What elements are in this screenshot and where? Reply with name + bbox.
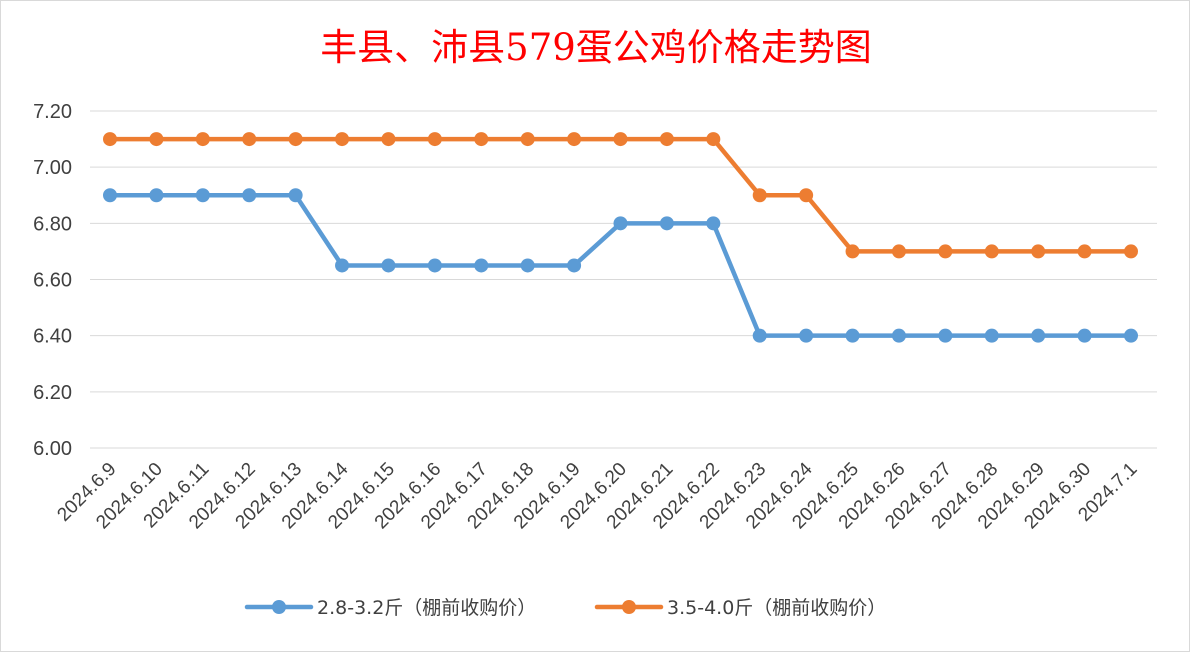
data-point	[474, 132, 489, 147]
y-axis-tick-labels: 6.00 6.20 6.40 6.60 6.80 7.00 7.20	[33, 101, 72, 460]
data-point	[706, 216, 721, 231]
data-point	[891, 244, 906, 259]
data-point	[891, 328, 906, 343]
series-lines	[103, 132, 1138, 343]
data-point	[381, 132, 396, 147]
data-point	[1124, 328, 1138, 343]
data-point	[706, 132, 721, 147]
data-point	[752, 188, 767, 203]
data-point	[335, 132, 350, 147]
data-point	[845, 244, 860, 259]
data-point	[938, 328, 953, 343]
data-point	[474, 258, 489, 273]
data-point	[335, 258, 350, 273]
data-point	[938, 244, 953, 259]
data-point	[103, 132, 117, 147]
y-tick-label: 6.60	[33, 270, 72, 292]
data-point	[752, 328, 767, 343]
data-point	[427, 258, 442, 273]
data-point	[149, 132, 164, 147]
data-point	[288, 188, 303, 203]
data-point	[1077, 328, 1092, 343]
y-tick-label: 6.40	[33, 326, 72, 348]
data-point	[984, 244, 999, 259]
data-point	[381, 258, 396, 273]
data-point	[613, 216, 628, 231]
legend: 2.8-3.2斤（棚前收购价） 3.5-4.0斤（棚前收购价）	[244, 597, 886, 619]
y-tick-label: 7.20	[33, 101, 72, 123]
data-point	[149, 188, 164, 203]
data-point	[613, 132, 628, 147]
data-point	[659, 132, 674, 147]
data-point	[659, 216, 674, 231]
legend-swatch-marker	[272, 600, 286, 614]
legend-label: 2.8-3.2斤（棚前收购价）	[317, 597, 536, 619]
y-tick-label: 6.00	[33, 438, 72, 460]
data-point	[1031, 244, 1046, 259]
data-point	[520, 258, 535, 273]
data-point	[799, 188, 814, 203]
legend-swatch-marker	[622, 600, 636, 614]
series-2	[103, 132, 1138, 259]
data-point	[567, 132, 582, 147]
data-point	[799, 328, 814, 343]
series-1	[103, 188, 1138, 343]
data-point	[103, 188, 117, 203]
data-point	[195, 188, 210, 203]
data-point	[567, 258, 582, 273]
data-point	[1031, 328, 1046, 343]
chart-title: 丰县、沛县579蛋公鸡价格走势图	[320, 26, 872, 69]
data-point	[845, 328, 860, 343]
legend-item: 2.8-3.2斤（棚前收购价）	[244, 597, 536, 619]
data-point	[1077, 244, 1092, 259]
data-point	[984, 328, 999, 343]
data-point	[1124, 244, 1138, 259]
data-point	[520, 132, 535, 147]
data-point	[288, 132, 303, 147]
data-point	[195, 132, 210, 147]
data-point	[427, 132, 442, 147]
y-tick-label: 6.20	[33, 382, 72, 404]
legend-label: 3.5-4.0斤（棚前收购价）	[667, 597, 886, 619]
data-point	[242, 188, 257, 203]
data-point	[242, 132, 257, 147]
y-tick-label: 7.00	[33, 157, 72, 179]
legend-item: 3.5-4.0斤（棚前收购价）	[594, 597, 886, 619]
y-tick-label: 6.80	[33, 213, 72, 235]
